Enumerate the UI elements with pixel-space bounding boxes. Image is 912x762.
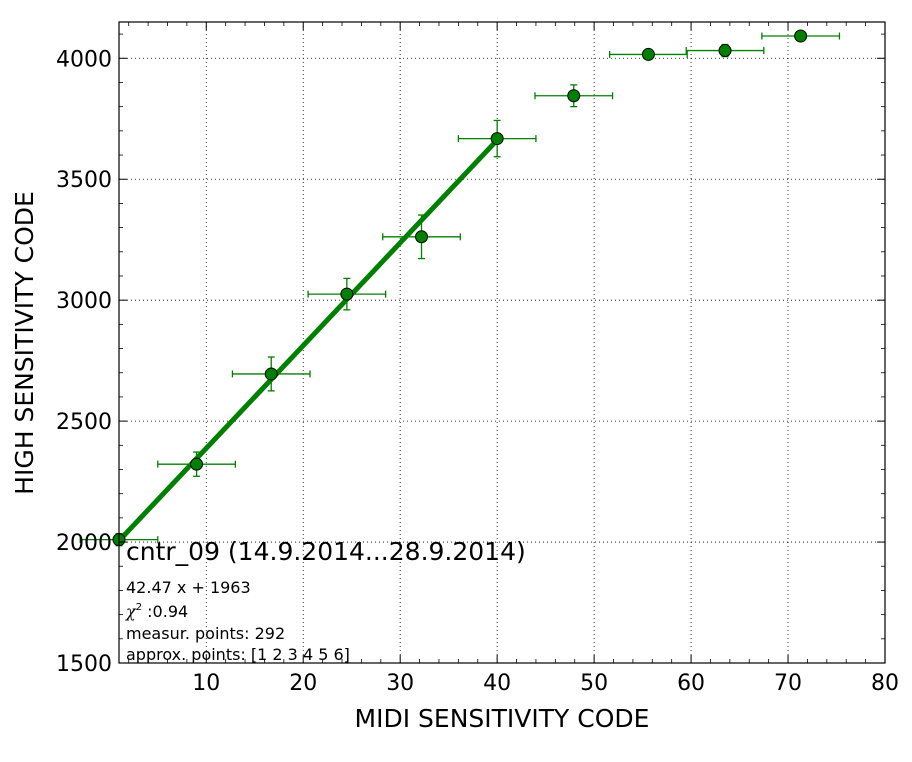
data-point — [190, 457, 204, 471]
y-tick-label: 4000 — [56, 47, 112, 72]
x-axis-label: MIDI SENSITIVITY CODE — [355, 704, 650, 733]
data-point — [340, 287, 354, 301]
data-point — [490, 132, 504, 146]
x-tick-label: 40 — [483, 671, 511, 696]
y-tick-label: 3000 — [56, 289, 112, 314]
y-tick-label: 2000 — [56, 531, 112, 556]
grid — [119, 22, 885, 663]
x-tick-label: 30 — [386, 671, 414, 696]
annotation-measur-points: measur. points: 292 — [126, 624, 285, 643]
data-point — [415, 230, 429, 244]
data-point — [641, 47, 655, 61]
x-tick-label: 50 — [580, 671, 608, 696]
y-tick-label: 3500 — [56, 168, 112, 193]
data-point — [567, 89, 581, 103]
fit-line-group — [117, 138, 499, 543]
y-tick-labels: 1500 2000 2500 3000 3500 4000 — [56, 47, 112, 677]
annotation-block: cntr_09 (14.9.2014...28.9.2014) 42.47 x … — [125, 537, 526, 664]
data-point — [718, 44, 732, 58]
plot-frame — [118, 21, 886, 664]
x-tick-labels: 10 20 30 40 50 60 70 80 — [192, 671, 899, 696]
data-point — [264, 367, 278, 381]
x-tick-label: 10 — [192, 671, 220, 696]
annotation-chi2: χ2 :0.94 — [125, 602, 188, 621]
y-tick-label: 2500 — [56, 410, 112, 435]
chi-symbol: χ — [125, 602, 137, 621]
y-tick-label: 1500 — [56, 652, 112, 677]
axis-ticks — [119, 22, 886, 664]
x-tick-label: 70 — [774, 671, 802, 696]
annotation-equation: 42.47 x + 1963 — [126, 578, 251, 597]
data-points — [112, 29, 808, 547]
fit-line — [117, 138, 499, 543]
x-tick-label: 80 — [871, 671, 899, 696]
chi-superscript: 2 — [136, 602, 142, 613]
annotation-approx-points: approx. points: [1 2 3 4 5 6] — [126, 645, 350, 664]
data-point — [794, 29, 808, 43]
x-tick-label: 20 — [289, 671, 317, 696]
annotation-title: cntr_09 (14.9.2014...28.9.2014) — [126, 537, 526, 566]
y-axis-label: HIGH SENSITIVITY CODE — [10, 191, 39, 495]
x-tick-label: 60 — [677, 671, 705, 696]
chi2-value: :0.94 — [142, 602, 188, 621]
